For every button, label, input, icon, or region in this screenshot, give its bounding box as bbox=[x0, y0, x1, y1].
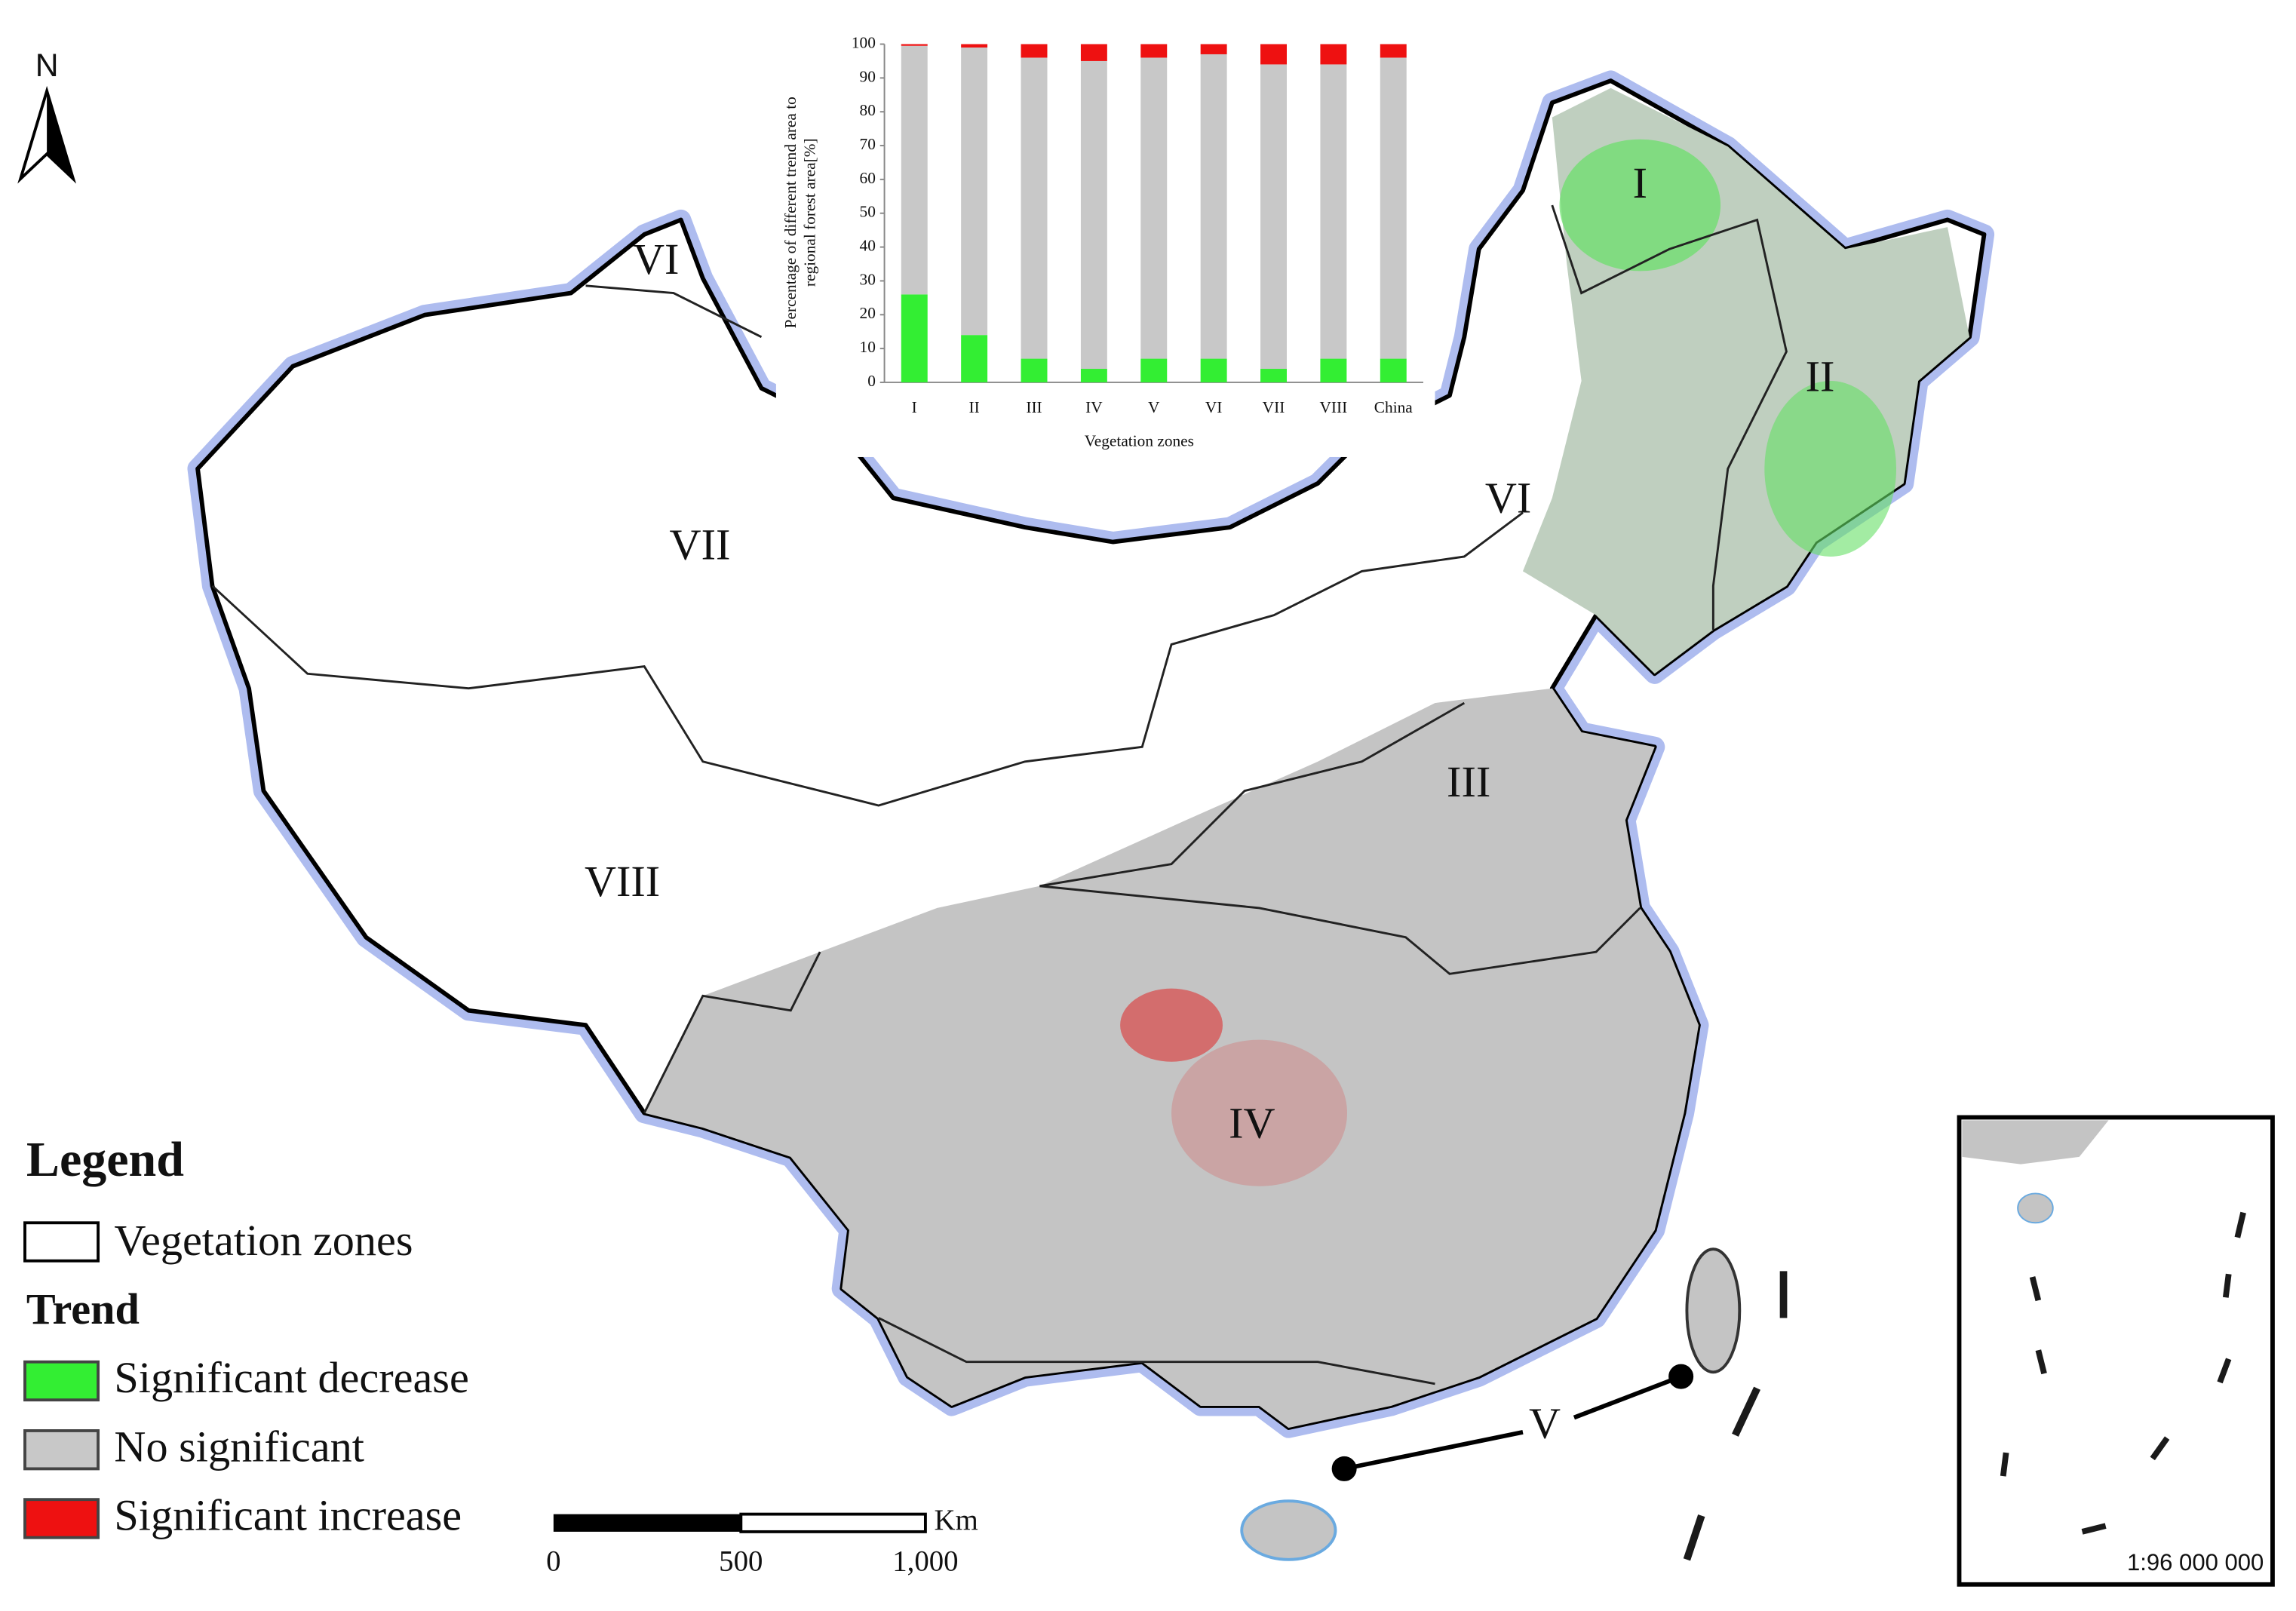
bar-segment bbox=[1380, 57, 1407, 359]
scale-unit: Km bbox=[935, 1504, 978, 1536]
green-patch bbox=[1559, 139, 1721, 272]
zone-label: II bbox=[1806, 351, 1835, 400]
legend-swatch bbox=[23, 1360, 100, 1402]
legend-label: No significant bbox=[114, 1422, 364, 1471]
y-axis-title: Percentage of different trend area to bbox=[781, 97, 800, 328]
x-tick-label: III bbox=[1026, 398, 1042, 416]
legend-label: Significant decrease bbox=[114, 1353, 468, 1402]
bar-segment bbox=[1080, 60, 1107, 370]
bar-segment bbox=[901, 45, 928, 295]
x-tick-label: VII bbox=[1263, 398, 1285, 416]
scale-label: 0 bbox=[546, 1545, 560, 1578]
bar-segment bbox=[1021, 57, 1048, 359]
x-tick-label: VI bbox=[1205, 398, 1223, 416]
x-tick-label: China bbox=[1374, 398, 1414, 416]
y-tick-label: 60 bbox=[860, 169, 876, 187]
scale-label: 500 bbox=[719, 1545, 763, 1578]
map: I II III IV V VI VI VII VIII bbox=[187, 70, 1995, 1561]
y-tick-label: 90 bbox=[860, 67, 876, 85]
nine-dash-line bbox=[1683, 1271, 1788, 1561]
bar-segment bbox=[1260, 64, 1287, 370]
x-axis-title: Vegetation zones bbox=[1085, 431, 1194, 450]
zone-boundaries bbox=[211, 204, 1788, 1385]
bar-segment bbox=[1140, 358, 1168, 382]
y-tick-label: 50 bbox=[860, 203, 876, 221]
bar-segment bbox=[1200, 54, 1227, 359]
bar-segment bbox=[1380, 358, 1407, 382]
x-tick-label: IV bbox=[1085, 398, 1103, 416]
scale-bar: 0 500 1,000 Km bbox=[546, 1504, 978, 1577]
x-tick-label: II bbox=[969, 398, 980, 416]
hainan bbox=[1240, 1499, 1337, 1561]
y-tick-label: 80 bbox=[860, 101, 876, 119]
x-tick-label: VIII bbox=[1320, 398, 1348, 416]
bar-segment bbox=[1320, 358, 1347, 382]
zone-label: V bbox=[1529, 1398, 1561, 1447]
y-tick-label: 0 bbox=[867, 372, 876, 390]
bar-segment bbox=[1021, 44, 1048, 58]
bar-segment bbox=[1140, 57, 1168, 359]
inset-scale: 1:96 000 000 bbox=[2127, 1549, 2264, 1576]
zone-label: I bbox=[1633, 158, 1647, 207]
zone-label: VII bbox=[670, 520, 731, 569]
x-tick-label: V bbox=[1148, 398, 1160, 416]
bar-segment bbox=[1320, 44, 1347, 65]
bar-segment bbox=[1260, 44, 1287, 65]
scale-black bbox=[553, 1514, 741, 1532]
legend-subtitle: Trend bbox=[26, 1284, 140, 1333]
red-patch bbox=[1120, 988, 1223, 1062]
y-tick-label: 10 bbox=[860, 338, 876, 356]
y-tick-label: 70 bbox=[860, 135, 876, 153]
bar-segment bbox=[1260, 369, 1287, 382]
y-tick-label: 20 bbox=[860, 304, 876, 322]
red-patch bbox=[1171, 1039, 1348, 1186]
legend: Legend Vegetation zones Trend Significan… bbox=[23, 1132, 469, 1540]
zone-label: VI bbox=[1485, 474, 1531, 523]
legend-swatch bbox=[23, 1221, 100, 1263]
legend-label: Significant increase bbox=[114, 1491, 462, 1540]
y-tick-label: 100 bbox=[852, 33, 876, 51]
trend-chart: Vegetation zones Percentage of different… bbox=[775, 17, 1435, 457]
bar-segment bbox=[1080, 369, 1107, 382]
zone-label: III bbox=[1447, 757, 1490, 806]
legend-title: Legend bbox=[26, 1132, 184, 1187]
north-arrow-half bbox=[47, 91, 74, 180]
bar-segment bbox=[1021, 358, 1048, 382]
bar-segment bbox=[961, 44, 988, 48]
zone-label: VIII bbox=[585, 857, 660, 906]
bar-segment bbox=[1080, 44, 1107, 61]
scale-white bbox=[739, 1512, 927, 1533]
zone-label: VI bbox=[633, 235, 679, 284]
inset-map: 1:96 000 000 bbox=[1957, 1115, 2275, 1587]
bar-segment bbox=[961, 335, 988, 382]
bar-segment bbox=[901, 44, 928, 46]
legend-swatch bbox=[23, 1498, 100, 1539]
green-patch bbox=[1764, 381, 1897, 557]
y-axis-title: regional forest area[%] bbox=[800, 138, 818, 287]
bar-segment bbox=[1200, 358, 1227, 382]
bar-segment bbox=[1320, 64, 1347, 359]
bar-segment bbox=[1380, 44, 1407, 58]
y-tick-label: 40 bbox=[860, 236, 876, 254]
zone-label: IV bbox=[1229, 1098, 1275, 1147]
bar-segment bbox=[901, 294, 928, 382]
scale-label: 1,000 bbox=[892, 1545, 958, 1578]
bar-segment bbox=[1140, 44, 1168, 58]
north-label: N bbox=[35, 48, 59, 84]
taiwan bbox=[1685, 1247, 1742, 1374]
zone-v-pointer bbox=[1331, 1364, 1694, 1481]
y-tick-label: 30 bbox=[860, 270, 876, 288]
bar-segment bbox=[961, 47, 988, 336]
legend-label: Vegetation zones bbox=[114, 1216, 413, 1265]
x-tick-label: I bbox=[912, 398, 917, 416]
bar-segment bbox=[1200, 44, 1227, 54]
legend-swatch bbox=[23, 1429, 100, 1471]
